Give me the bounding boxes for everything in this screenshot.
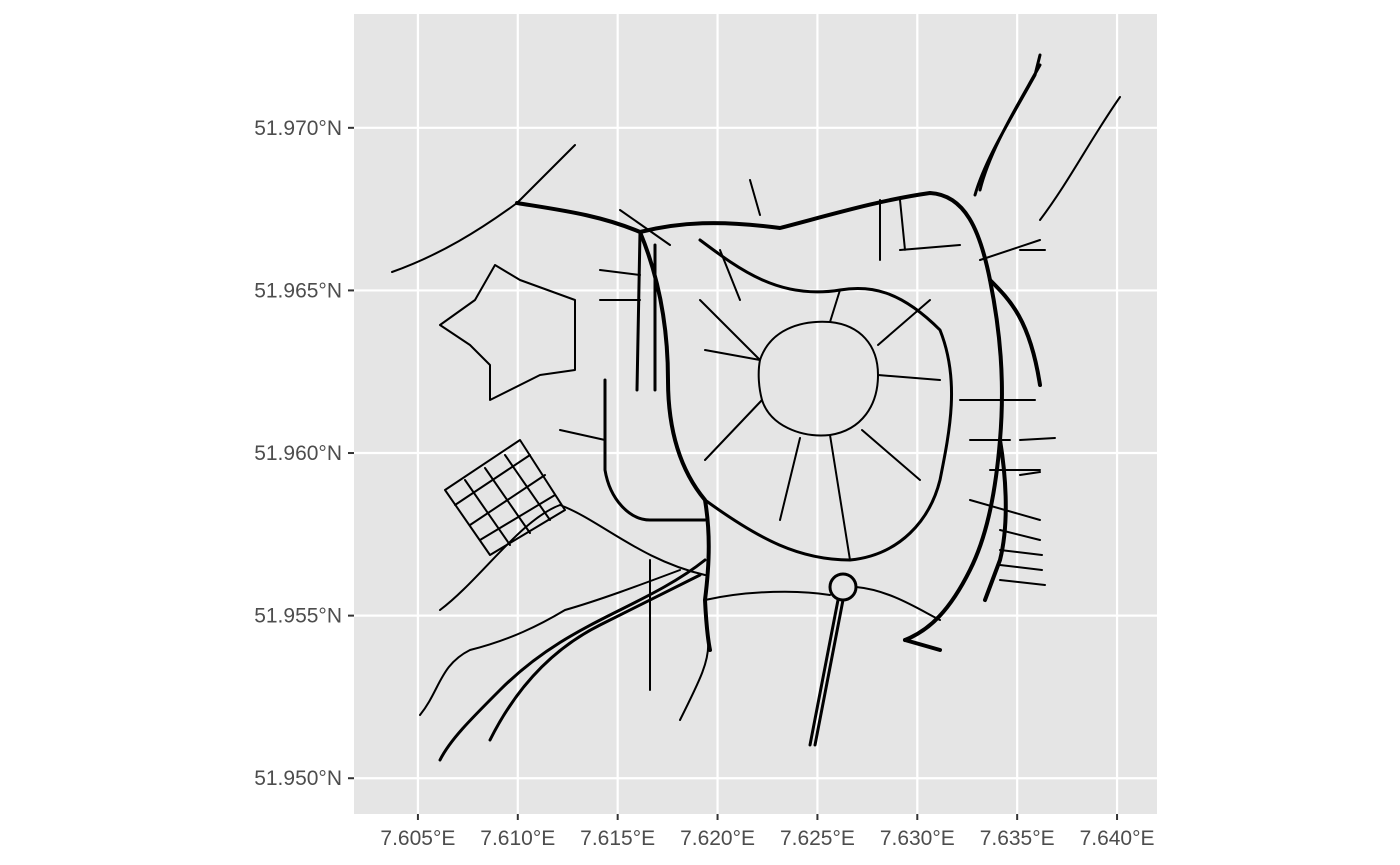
x-tick-label: 7.620°E [680,827,755,850]
y-tick-label: 51.970°N [254,117,342,140]
x-tick-label: 7.615°E [580,827,655,850]
x-tick-label: 7.610°E [480,827,555,850]
y-tick-label: 51.950°N [254,767,342,790]
x-tick-label: 7.605°E [380,827,455,850]
y-tick-label: 51.955°N [254,605,342,628]
y-tick-label: 51.965°N [254,279,342,302]
map-panel-background [354,14,1157,814]
x-tick-label: 7.625°E [780,827,855,850]
x-axis: 7.605°E 7.610°E 7.615°E 7.620°E 7.625°E 7.630… [380,814,1154,850]
y-axis: 51.950°N 51.955°N 51.960°N 51.965°N 51.970°N [254,117,354,790]
x-tick-label: 7.630°E [880,827,955,850]
x-tick-label: 7.640°E [1080,827,1155,850]
y-tick-label: 51.960°N [254,442,342,465]
x-tick-label: 7.635°E [980,827,1055,850]
